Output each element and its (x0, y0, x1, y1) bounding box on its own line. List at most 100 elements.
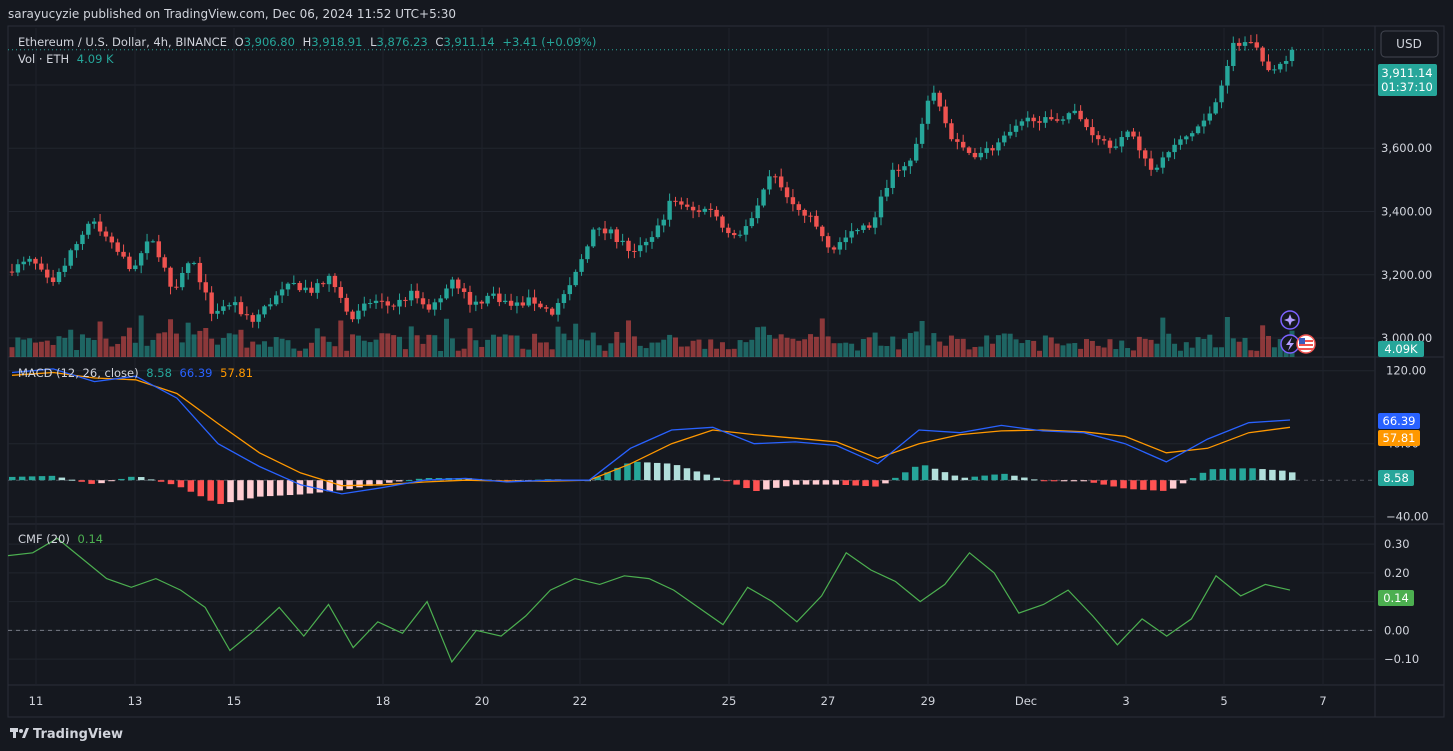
volume-bar (385, 333, 391, 357)
macd-histogram-bar (1130, 480, 1137, 490)
macd-histogram-bar (644, 462, 651, 481)
volume-bar (761, 326, 767, 357)
macd-legend: MACD (12, 26, close) 8.58 66.39 57.81 (18, 366, 253, 380)
candle-body (385, 301, 390, 306)
candle-body (661, 219, 666, 226)
macd-histogram (9, 461, 1296, 504)
macd-histogram-bar (395, 480, 403, 482)
volume-bar (596, 345, 602, 357)
volume-bar (649, 342, 655, 357)
candle-body (514, 302, 520, 306)
candle-body (767, 176, 772, 190)
candle-body (943, 106, 948, 124)
volume-bar (790, 338, 796, 357)
volume-bar (995, 335, 1001, 357)
candle-body (808, 215, 813, 217)
macd-histogram-bar (48, 475, 56, 481)
candle-body (1060, 119, 1066, 121)
candle-body (86, 223, 91, 235)
candle-body (867, 225, 872, 228)
star-icon[interactable] (1280, 310, 1300, 330)
candle-body (21, 261, 26, 265)
volume-bar (561, 333, 567, 357)
publisher-line: sarayucyzie published on TradingView.com… (8, 7, 456, 21)
symbol-title: Ethereum / U.S. Dollar, 4h, BINANCE (18, 35, 227, 49)
candle-body (1242, 42, 1248, 46)
candle-body (749, 218, 755, 227)
macd-histogram-bar (118, 478, 125, 481)
candle-body (1137, 136, 1142, 151)
candle-body (802, 209, 807, 216)
volume-bar (414, 335, 420, 357)
volume-bar (496, 336, 502, 357)
candle-body (1007, 131, 1013, 136)
macd-histogram-bar (902, 472, 909, 481)
volume-bar (1130, 350, 1136, 357)
macd-histogram-bar (425, 478, 433, 481)
macd-histogram-bar (773, 480, 780, 488)
volume-bar (608, 343, 614, 357)
macd-histogram-bar (1110, 480, 1117, 487)
volume-bar (743, 342, 749, 357)
volume-bar (1048, 337, 1054, 357)
volume-bar (637, 345, 643, 357)
volume-bar (919, 320, 925, 357)
macd-histogram-bar (296, 480, 304, 495)
us-flag-icon[interactable] (1296, 334, 1316, 354)
macd-histogram-bar (78, 480, 85, 482)
volume-bar (397, 336, 403, 357)
macd-histogram-bar (58, 477, 66, 481)
price-tick-label: 3,600.00 (1381, 141, 1432, 155)
candle-body (121, 251, 126, 257)
volume-bar (391, 335, 397, 357)
volume-bar (1195, 337, 1201, 357)
macd-histogram-bar (743, 480, 750, 489)
cmf-legend: CMF (20) 0.14 (18, 532, 103, 546)
last-price-badge: 3,911.14 01:37:10 (1378, 64, 1437, 96)
volume-bar (984, 335, 990, 357)
candle-body (1078, 110, 1083, 120)
volume-bar (532, 333, 538, 357)
cmf-tick-label: 0.30 (1384, 537, 1410, 551)
candle-body (690, 206, 696, 211)
candle-body (1225, 65, 1230, 86)
volume-bar (1037, 350, 1043, 357)
volume-bar (109, 346, 115, 357)
candle-body (696, 210, 702, 212)
candle-body (814, 215, 819, 227)
macd-histogram-bar (98, 480, 105, 484)
volume-bar (567, 340, 573, 357)
volume-bar (884, 346, 890, 357)
currency-button[interactable]: USD (1380, 30, 1439, 58)
volume-bar (667, 334, 673, 357)
candle-body (549, 308, 555, 315)
macd-histogram-bar (792, 480, 800, 485)
volume-bar (68, 329, 74, 357)
candle-body (1254, 42, 1259, 48)
volume-bar (1242, 337, 1248, 357)
volume-bar (1089, 340, 1095, 357)
candle-body (632, 250, 637, 252)
candle-body (227, 305, 232, 307)
volume-bar (449, 338, 455, 357)
volume-bar (1113, 349, 1119, 357)
volume-bar (1060, 345, 1066, 357)
candle-body (191, 262, 197, 264)
signal-badge-value: 57.81 (1383, 431, 1416, 445)
volume-bar (1213, 347, 1219, 357)
candle-body (1049, 117, 1054, 120)
volume-bar (1172, 343, 1178, 357)
macd-histogram-bar (1011, 475, 1018, 481)
candle-body (960, 141, 966, 148)
candle-body (497, 293, 502, 303)
macd-histogram-bar (1199, 472, 1207, 481)
macd-histogram-bar (971, 476, 978, 481)
volume-badge: 4.09K (1378, 341, 1424, 357)
volume-bar (901, 338, 907, 357)
high-value: 3,918.91 (311, 35, 362, 49)
volume-bar (537, 342, 543, 357)
volume-bar (1271, 347, 1277, 357)
candle-body (520, 302, 526, 306)
last-price-value: 3,911.14 (1381, 66, 1432, 80)
candle-body (297, 282, 302, 291)
